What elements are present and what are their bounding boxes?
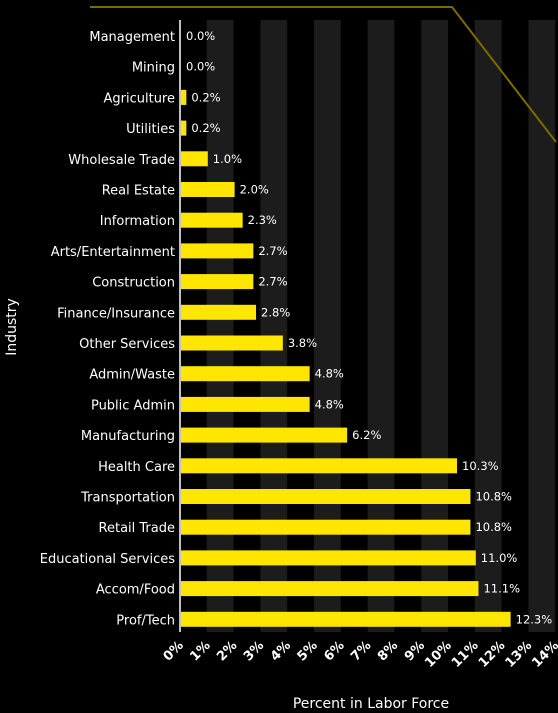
category-labels: Management Mining Agriculture Utilities Whol… — [40, 30, 175, 628]
bar — [181, 489, 471, 504]
decorative-line — [90, 6, 557, 143]
data-label: 2.7% — [258, 244, 287, 258]
data-label: 6.2% — [352, 428, 381, 442]
bar — [181, 427, 348, 443]
x-axis-label: Percent in Labor Force — [293, 696, 449, 712]
data-label: 3.8% — [288, 336, 317, 350]
data-labels: 0.0% 0.0% 0.2% 0.2% 1.0% 2.0% 2.3% 2.7% 2.7% 2.8%… — [186, 29, 552, 626]
data-label: 2.8% — [261, 305, 290, 319]
category-label: Arts/Entertainment — [51, 245, 175, 260]
grid-band — [314, 20, 341, 632]
bar — [181, 550, 476, 566]
category-label: Construction — [92, 276, 175, 291]
bar — [181, 458, 458, 474]
data-label: 10.8% — [475, 520, 512, 534]
bar — [181, 611, 511, 627]
category-label: Information — [100, 214, 175, 229]
grid-band — [421, 20, 448, 632]
grid-band — [367, 20, 395, 632]
category-label: Admin/Waste — [89, 368, 175, 383]
category-label: Mining — [132, 61, 175, 76]
data-label: 4.8% — [315, 397, 344, 411]
bar — [181, 304, 257, 320]
data-label: 0.0% — [186, 60, 215, 74]
bar — [181, 182, 235, 197]
category-label: Other Services — [79, 337, 175, 352]
category-label: Wholesale Trade — [68, 153, 175, 168]
grid-band — [474, 20, 502, 632]
grid-band — [206, 20, 234, 632]
y-axis-label: Industry — [4, 298, 20, 356]
bar — [181, 151, 208, 167]
data-label: 11.0% — [481, 551, 518, 565]
bar — [181, 335, 283, 351]
data-label: 1.0% — [213, 152, 242, 166]
category-label: Health Care — [98, 460, 175, 475]
data-label: 2.0% — [240, 183, 269, 197]
bar — [181, 89, 187, 105]
category-label: Agriculture — [104, 91, 176, 106]
bar — [181, 243, 254, 259]
data-label: 0.2% — [191, 121, 220, 135]
data-label: 10.8% — [475, 490, 512, 504]
category-label: Retail Trade — [99, 521, 175, 536]
data-label: 2.3% — [248, 213, 277, 227]
grid-band — [260, 20, 288, 632]
bar — [181, 274, 254, 290]
bar — [181, 519, 471, 535]
category-label: Public Admin — [91, 398, 175, 413]
category-label: Management — [89, 30, 175, 45]
category-label: Manufacturing — [81, 429, 175, 444]
category-label: Utilities — [126, 122, 175, 137]
bar — [181, 581, 479, 597]
data-label: 4.8% — [315, 367, 344, 381]
category-label: Finance/Insurance — [57, 306, 175, 321]
bars — [181, 89, 511, 627]
data-label: 0.2% — [191, 90, 220, 104]
data-label: 11.1% — [483, 582, 520, 596]
category-label: Transportation — [80, 491, 175, 506]
category-label: Educational Services — [40, 552, 175, 567]
category-label: Prof/Tech — [116, 613, 175, 628]
data-label: 10.3% — [462, 459, 499, 473]
data-label: 0.0% — [186, 29, 215, 43]
bar — [181, 366, 310, 382]
data-label: 2.7% — [258, 275, 287, 289]
category-label: Real Estate — [102, 184, 175, 199]
bar — [181, 212, 243, 228]
data-label: 12.3% — [516, 612, 553, 626]
category-label: Accom/Food — [96, 583, 175, 598]
bar — [181, 396, 310, 412]
bar — [181, 120, 187, 136]
